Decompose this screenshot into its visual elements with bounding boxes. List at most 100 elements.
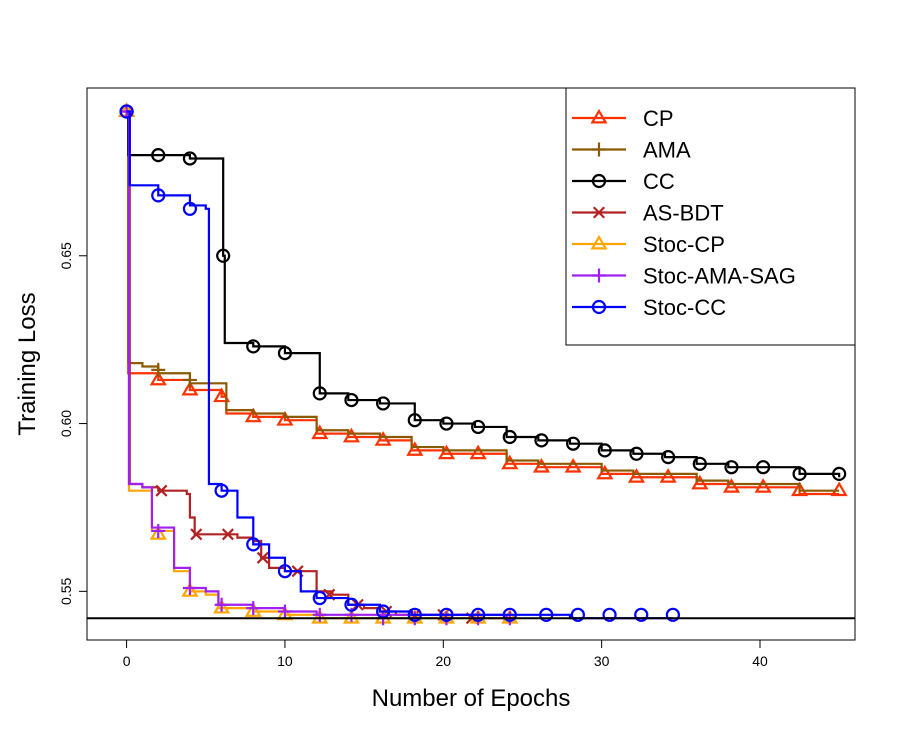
data-point-cp <box>276 411 294 426</box>
series-stoc-cc <box>119 104 680 622</box>
legend-item-stoc-cp: Stoc-CP <box>572 232 725 257</box>
data-point-cp <box>791 481 809 497</box>
data-point-cp <box>596 464 614 480</box>
data-point-ama <box>151 362 166 377</box>
legend-label-stoc-cc: Stoc-CC <box>643 295 726 320</box>
data-point-cp <box>181 380 199 396</box>
data-point-stoc-ama-sag <box>151 523 166 538</box>
data-point-as-bdt <box>221 528 234 541</box>
data-point-stoc-cc <box>439 607 454 622</box>
data-point-cp <box>342 427 361 443</box>
data-point-cc <box>471 419 486 435</box>
legend-item-cc: CC <box>572 169 675 194</box>
data-point-cc <box>597 443 612 458</box>
series-line-cc <box>126 110 841 478</box>
y-tick-label: 0.60 <box>58 410 74 437</box>
data-point-stoc-cc <box>570 607 585 622</box>
series-line-stoc-ama-sag <box>126 110 508 619</box>
data-point-stoc-cp <box>342 609 361 624</box>
data-point-stoc-cc <box>634 607 649 622</box>
data-point-cp <box>722 478 741 493</box>
data-point-stoc-cc <box>502 607 517 622</box>
data-point-ama <box>182 372 197 387</box>
data-point-stoc-cp <box>149 525 167 540</box>
data-point-stoc-cc <box>312 590 327 606</box>
legend-label-cp: CP <box>643 106 674 131</box>
data-point-cc <box>724 460 739 475</box>
legend-label-stoc-cp: Stoc-CP <box>643 232 725 257</box>
data-point-stoc-ama-sag <box>277 604 292 619</box>
data-point-cc <box>439 416 454 431</box>
data-point-cc <box>376 396 391 411</box>
legend-item-cp: CP <box>572 106 674 131</box>
legend-item-stoc-cc: Stoc-CC <box>572 295 726 320</box>
data-point-cc <box>832 466 847 481</box>
series-stoc-cp <box>118 102 519 624</box>
data-point-cp <box>244 407 262 423</box>
data-point-stoc-cc <box>407 607 422 622</box>
data-point-cc <box>151 148 166 163</box>
data-point-cc <box>312 386 327 401</box>
legend-item-as-bdt: AS-BDT <box>572 201 724 226</box>
x-tick-label: 30 <box>594 653 610 669</box>
data-point-stoc-cc <box>602 607 617 622</box>
data-point-cc <box>534 433 549 448</box>
plot-box <box>86 87 856 641</box>
data-point-cp <box>532 458 551 473</box>
data-point-stoc-cc <box>151 188 166 203</box>
y-tick-label: 0.55 <box>58 578 74 605</box>
data-point-stoc-cp <box>244 602 262 617</box>
data-point-cp <box>691 474 709 490</box>
data-point-cc <box>692 456 707 471</box>
data-point-cp <box>469 444 487 460</box>
data-point-cp <box>149 370 167 386</box>
legend-label-cc: CC <box>643 169 675 194</box>
legend-item-stoc-ama-sag: Stoc-AMA-SAG <box>572 264 796 289</box>
legend-marker-stoc-cc <box>591 299 607 315</box>
data-point-cc <box>182 151 198 166</box>
axis-ticks: 0 10 20 30 40 0.55 0.60 0.65 <box>58 242 768 669</box>
legend-marker-stoc-ama-sag <box>592 268 606 283</box>
data-point-cp <box>437 444 456 460</box>
data-point-cp <box>213 387 231 403</box>
legend-box <box>565 87 856 346</box>
data-point-stoc-cc <box>182 201 198 216</box>
legend-marker-ama <box>592 142 606 157</box>
data-point-stoc-ama-sag <box>312 607 327 622</box>
data-point-stoc-cc <box>665 607 680 622</box>
data-point-stoc-cc <box>119 104 134 119</box>
x-tick-label: 10 <box>277 653 293 669</box>
data-point-stoc-cp <box>311 609 329 624</box>
data-point-cc <box>756 460 771 475</box>
data-point-cc <box>792 466 807 481</box>
data-point-stoc-ama-sag <box>214 597 229 612</box>
data-point-stoc-cc <box>471 607 486 622</box>
data-point-cc <box>277 345 293 361</box>
legend-marker-cc <box>591 173 607 189</box>
data-point-as-bdt <box>155 484 168 497</box>
data-point-stoc-cc <box>214 483 229 498</box>
data-point-stoc-cp <box>181 582 199 597</box>
series-line-as-bdt <box>126 110 507 620</box>
data-point-cc <box>407 413 422 428</box>
data-point-cc <box>502 429 517 445</box>
data-point-cc <box>661 450 676 465</box>
series-layer <box>118 102 848 626</box>
data-point-as-bdt <box>190 528 203 541</box>
data-point-cp <box>406 441 424 456</box>
data-point-stoc-cc <box>246 537 261 552</box>
series-line-stoc-cp <box>126 110 507 620</box>
data-point-cp <box>627 468 646 483</box>
data-point-stoc-cc <box>539 607 554 622</box>
data-point-stoc-ama-sag <box>246 601 261 616</box>
legend-label-stoc-ama-sag: Stoc-AMA-SAG <box>643 264 796 289</box>
data-point-stoc-cc <box>277 564 293 579</box>
data-point-cc <box>246 339 261 354</box>
data-point-cc <box>566 436 581 451</box>
data-point-stoc-ama-sag <box>182 580 197 595</box>
series-as-bdt <box>126 110 507 625</box>
data-point-as-bdt <box>256 551 269 564</box>
y-tick-label: 0.65 <box>58 242 74 269</box>
legend-marker-stoc-cp <box>590 234 608 250</box>
data-point-cp <box>659 468 677 483</box>
